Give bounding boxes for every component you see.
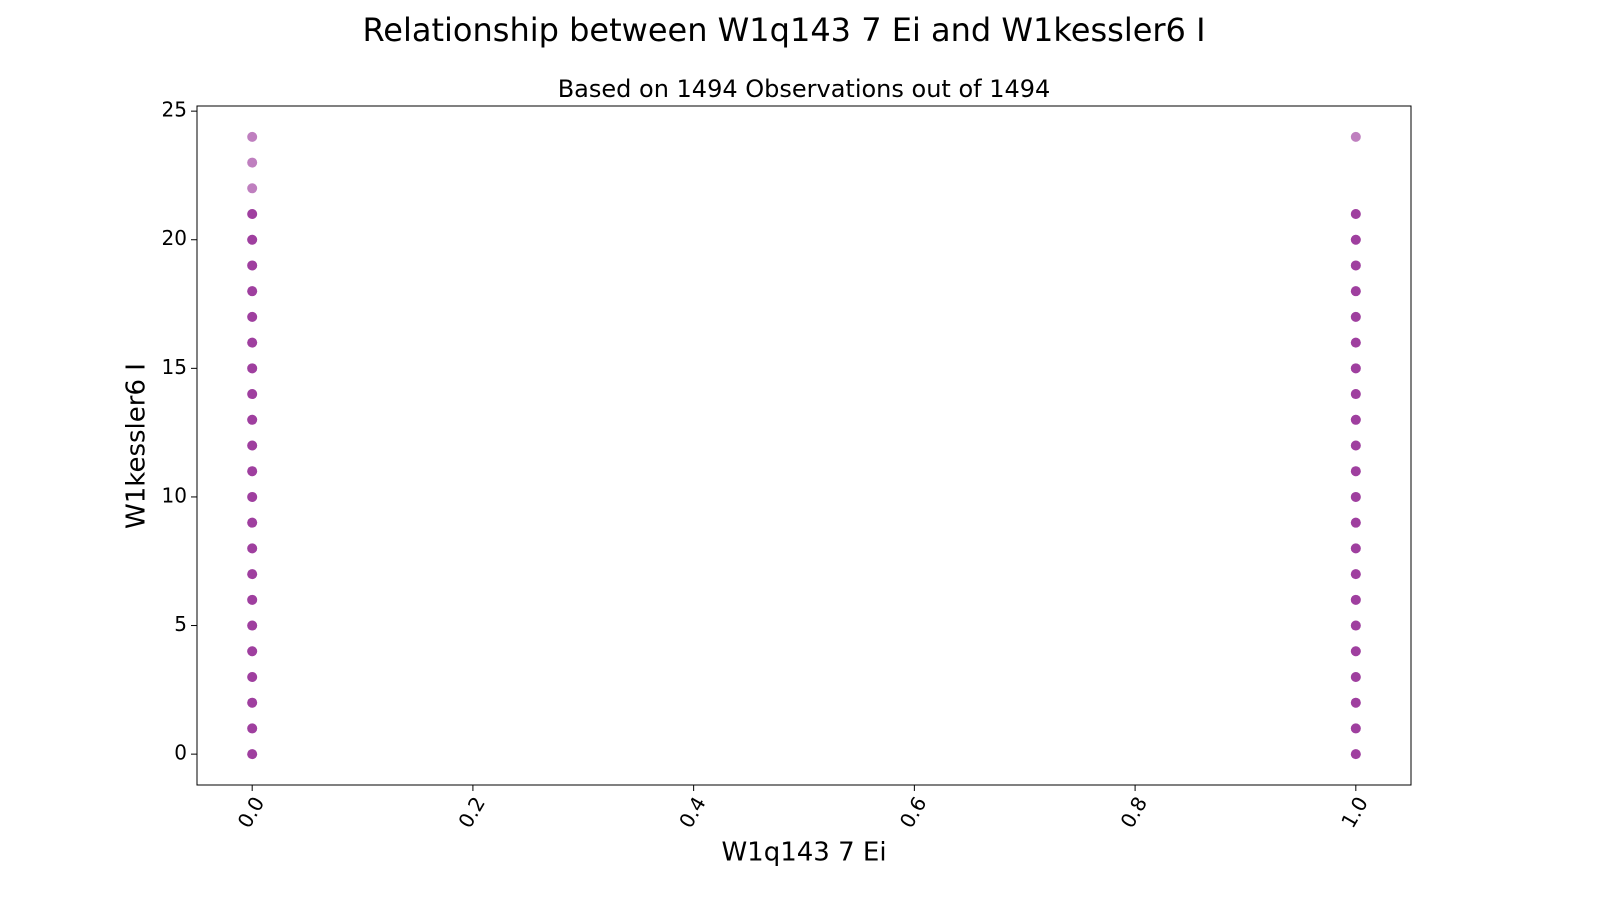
chart-subtitle: Based on 1494 Observations out of 1494 <box>558 75 1051 103</box>
point <box>1350 491 1361 502</box>
point <box>247 363 258 374</box>
point <box>247 286 258 297</box>
point <box>1350 286 1361 297</box>
point <box>1350 234 1361 245</box>
y-tick-label: 25 <box>162 98 187 122</box>
point <box>1350 337 1361 348</box>
point <box>1350 543 1361 554</box>
point <box>247 389 258 400</box>
point <box>247 749 258 760</box>
point <box>247 131 258 142</box>
point <box>1350 363 1361 374</box>
point <box>247 697 258 708</box>
point <box>247 337 258 348</box>
x-axis-label: W1q143 7 Ei <box>721 838 886 868</box>
point <box>1350 594 1361 605</box>
y-tick-label: 20 <box>162 226 187 250</box>
point <box>1350 414 1361 425</box>
point <box>247 569 258 580</box>
point <box>247 594 258 605</box>
chart-title: Relationship between W1q143 7 Ei and W1k… <box>362 11 1205 49</box>
x-tick-label: 1.0 <box>1336 792 1373 832</box>
point <box>1350 440 1361 451</box>
point <box>1350 389 1361 400</box>
x-tick-label: 0.6 <box>895 792 932 832</box>
point <box>247 723 258 734</box>
point <box>1350 646 1361 657</box>
y-tick-label: 5 <box>174 612 187 636</box>
y-tick-label: 0 <box>174 741 187 765</box>
y-tick-label: 15 <box>162 355 187 379</box>
point <box>1350 517 1361 528</box>
point <box>247 620 258 631</box>
y-axis-label: W1kessler6 I <box>122 363 152 529</box>
point <box>247 209 258 220</box>
point <box>247 517 258 528</box>
point <box>247 646 258 657</box>
point <box>1350 466 1361 477</box>
x-tick-label: 0.0 <box>233 792 270 832</box>
point <box>247 183 258 194</box>
point <box>1350 723 1361 734</box>
x-tick-label: 0.2 <box>453 792 490 832</box>
plot-frame <box>196 105 1412 786</box>
point <box>1350 620 1361 631</box>
point <box>247 414 258 425</box>
point <box>1350 671 1361 682</box>
point <box>1350 311 1361 322</box>
point <box>247 157 258 168</box>
point <box>1350 697 1361 708</box>
x-tick-label: 0.4 <box>674 792 711 832</box>
y-tick-label: 10 <box>162 483 187 507</box>
x-tick-label: 0.8 <box>1115 792 1152 832</box>
point <box>247 311 258 322</box>
point <box>247 543 258 554</box>
point <box>247 260 258 271</box>
point <box>1350 209 1361 220</box>
point <box>1350 569 1361 580</box>
point <box>247 466 258 477</box>
point <box>1350 260 1361 271</box>
point <box>247 234 258 245</box>
point <box>1350 749 1361 760</box>
point <box>247 440 258 451</box>
point <box>247 671 258 682</box>
point <box>247 491 258 502</box>
point <box>1350 131 1361 142</box>
